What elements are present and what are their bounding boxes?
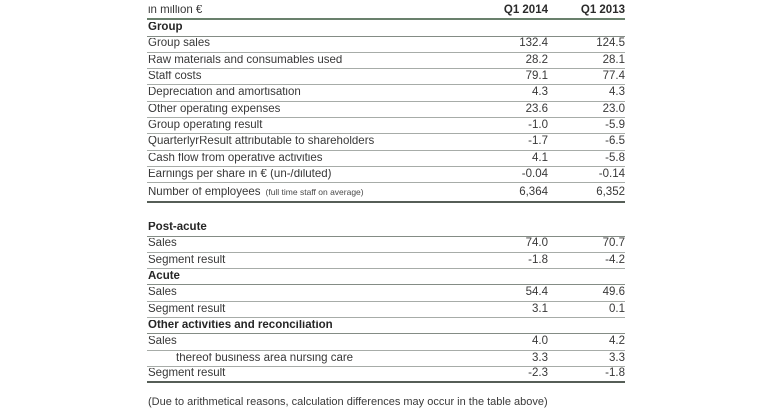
value-q1-2013: 70.7 xyxy=(602,237,625,250)
segment-figures-table: Post-acute Sales 74.0 70.7 Segment result -1.… xyxy=(147,220,625,384)
value-q1-2014: -1.7 xyxy=(528,135,548,148)
section-spacer xyxy=(147,203,625,220)
row-label: Acute xyxy=(148,271,180,283)
row-label: Other activities and reconciliation xyxy=(148,319,333,331)
row-label-note: (full time staff on average) xyxy=(265,186,364,197)
value-q1-2014: 4.3 xyxy=(532,86,548,99)
value-q1-2013: -5.8 xyxy=(605,151,625,164)
row-label: Post-acute xyxy=(148,222,207,234)
table-row: Earnings per share in € (un-/diluted) -0.… xyxy=(147,167,625,184)
table-row: Sales 54.4 49.6 xyxy=(147,285,625,302)
table-row: Depreciation and amortisation 4.3 4.3 xyxy=(147,85,625,102)
quarterly-financials-sheet: in million € Q1 2014 Q1 2013 Group Group … xyxy=(147,4,625,408)
row-label: Segment result xyxy=(148,254,226,266)
row-label: Staff costs xyxy=(148,71,202,83)
table-row: Other operating expenses 23.6 23.0 xyxy=(147,102,625,119)
value-q1-2014: -2.3 xyxy=(528,367,548,380)
row-label: Other operating expenses xyxy=(148,103,281,115)
row-label: Group sales xyxy=(148,38,211,50)
unit-label: in million € xyxy=(148,5,203,17)
value-q1-2013: -5.9 xyxy=(605,118,625,131)
table-row: Sales 4.0 4.2 xyxy=(147,334,625,351)
table-row: Sales 74.0 70.7 xyxy=(147,237,625,253)
arithmetical-note: (Due to arithmetical reasons, calculatio… xyxy=(148,396,548,409)
table-row: Segment result -1.8 -4.2 xyxy=(147,253,625,270)
value-q1-2014: 54.4 xyxy=(525,286,548,299)
value-q1-2013: 23.0 xyxy=(602,102,625,115)
value-q1-2014: 79.1 xyxy=(525,70,548,83)
table-row: Group sales 132.4 124.5 xyxy=(147,37,625,53)
value-q1-2013: 124.5 xyxy=(596,37,625,50)
row-label: Raw materials and consumables used xyxy=(148,54,343,66)
row-label: Group operating result xyxy=(148,119,263,131)
value-q1-2013: 28.1 xyxy=(602,53,625,66)
value-q1-2014: 132.4 xyxy=(519,37,548,50)
section-header-row: Post-acute xyxy=(147,220,625,237)
value-q1-2014: 28.2 xyxy=(525,53,548,66)
row-label: Depreciation and amortisation xyxy=(148,87,301,99)
section-header-row: Group xyxy=(147,20,625,37)
value-q1-2013: -0.14 xyxy=(598,167,625,180)
row-label: QuarterlyrResult attributable to shareho… xyxy=(148,136,375,148)
value-q1-2014: 3.3 xyxy=(532,351,548,364)
table-row: Raw materials and consumables used 28.2 28… xyxy=(147,53,625,70)
row-label: Sales xyxy=(148,336,177,348)
table-row: QuarterlyrResult attributable to shareho… xyxy=(147,134,625,151)
value-q1-2014: 23.6 xyxy=(525,102,548,115)
row-label: Segment result xyxy=(148,303,226,315)
value-q1-2014: 74.0 xyxy=(525,237,548,250)
value-q1-2013: 4.3 xyxy=(609,86,625,99)
row-label: Sales xyxy=(148,238,177,250)
row-label: Sales xyxy=(148,287,177,299)
value-q1-2014: -0.04 xyxy=(521,167,548,180)
group-key-figures-table: Group Group sales 132.4 124.5 Raw materials … xyxy=(147,20,625,204)
value-q1-2014: 4.1 xyxy=(532,151,548,164)
table-row: Segment result -2.3 -1.8 xyxy=(147,367,625,384)
row-label: Cash flow from operative activities xyxy=(148,152,323,164)
value-q1-2013: 3.3 xyxy=(609,351,625,364)
table-header-row: in million € Q1 2014 Q1 2013 xyxy=(147,4,625,21)
section-header-row: Acute xyxy=(147,269,625,286)
column-header-q1-2014: Q1 2014 xyxy=(503,4,548,17)
table-row: thereof business area nursing care 3.3 3.3 xyxy=(147,351,625,367)
column-header-q1-2013: Q1 2013 xyxy=(580,4,625,17)
table-row: Segment result 3.1 0.1 xyxy=(147,302,625,319)
value-q1-2014: 3.1 xyxy=(532,302,548,315)
table-row: Group operating result -1.0 -5.9 xyxy=(147,118,625,135)
table-row: Number of employees (full time staff on a… xyxy=(147,183,625,204)
value-q1-2014: -1.0 xyxy=(528,118,548,131)
value-q1-2013: 4.2 xyxy=(609,335,625,348)
row-label: Segment result xyxy=(148,368,226,380)
value-q1-2013: 6,352 xyxy=(596,185,625,198)
section-header-row: Other activities and reconciliation xyxy=(147,318,625,335)
value-q1-2013: -6.5 xyxy=(605,135,625,148)
row-label: Earnings per share in € (un-/diluted) xyxy=(148,168,332,180)
value-q1-2014: 4.0 xyxy=(532,335,548,348)
value-q1-2013: -1.8 xyxy=(605,367,625,380)
value-q1-2013: 0.1 xyxy=(609,302,625,315)
table-row: Staff costs 79.1 77.4 xyxy=(147,69,625,86)
row-label: Group xyxy=(148,22,183,34)
row-label: Number of employees (full time staff on a… xyxy=(148,186,364,198)
value-q1-2013: 77.4 xyxy=(602,70,625,83)
row-label: thereof business area nursing care xyxy=(176,352,354,364)
value-q1-2014: -1.8 xyxy=(528,253,548,266)
table-row: Cash flow from operative activities 4.1 -5… xyxy=(147,151,625,167)
value-q1-2013: 49.6 xyxy=(602,286,625,299)
value-q1-2013: -4.2 xyxy=(605,253,625,266)
value-q1-2014: 6,364 xyxy=(519,185,548,198)
